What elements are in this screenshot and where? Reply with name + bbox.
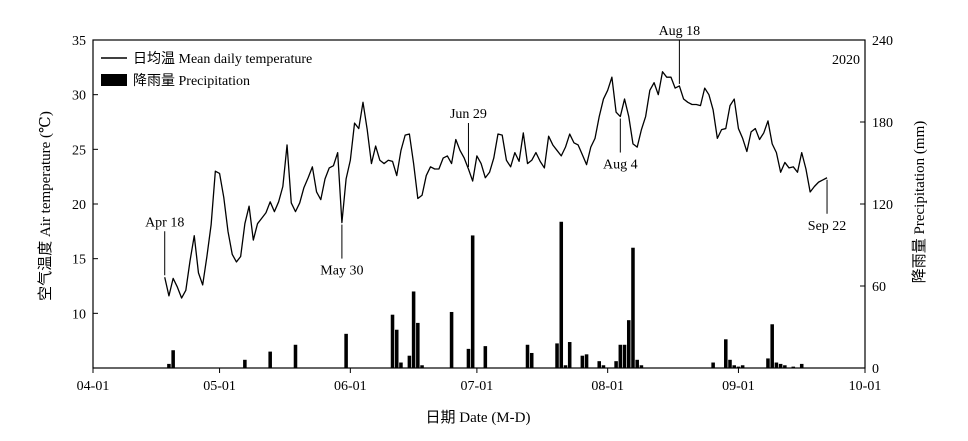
precipitation-bar bbox=[563, 365, 568, 368]
axes: 04-01 05-01 06-01 07-01 08-01 09-01 10-01 10 15 2… bbox=[72, 34, 893, 394]
precipitation-bar bbox=[622, 344, 627, 368]
legend-label: 日均温 Mean daily temperature bbox=[133, 51, 312, 67]
y-left-tick-label: 20 bbox=[72, 198, 86, 213]
plot-frame bbox=[92, 39, 866, 369]
annotation-label: Jun 29 bbox=[450, 107, 487, 122]
precipitation-bar bbox=[618, 344, 623, 368]
annotation-label: Sep 22 bbox=[808, 219, 847, 234]
y-right-tick-label: 120 bbox=[872, 198, 893, 213]
y-right-tick-label: 180 bbox=[872, 116, 893, 131]
annotation-label: Aug 18 bbox=[659, 24, 701, 39]
precipitation-bars bbox=[167, 221, 804, 368]
precipitation-bar bbox=[411, 291, 416, 368]
x-tick-label: 04-01 bbox=[77, 379, 110, 394]
y-axis-title-left: 空气温度 Air temperature (℃) bbox=[37, 111, 54, 301]
x-tick-label: 09-01 bbox=[722, 379, 755, 394]
precipitation-bar bbox=[631, 247, 635, 368]
precipitation-bar bbox=[626, 320, 631, 368]
y-left-tick-label: 35 bbox=[72, 34, 86, 49]
precipitation-bar bbox=[783, 365, 787, 368]
precipitation-bar bbox=[293, 344, 298, 368]
precipitation-bar bbox=[470, 235, 475, 368]
y-right-tick-label: 60 bbox=[872, 280, 886, 295]
legend-bar-swatch bbox=[101, 74, 127, 86]
precipitation-bar bbox=[732, 365, 736, 368]
precipitation-bar bbox=[399, 362, 403, 368]
precipitation-bar bbox=[466, 348, 471, 368]
x-tick-label: 05-01 bbox=[203, 379, 236, 394]
precipitation-bar bbox=[774, 362, 779, 368]
annotation-label: Apr 18 bbox=[145, 215, 184, 230]
precipitation-bar bbox=[584, 354, 589, 368]
precipitation-bar bbox=[390, 314, 395, 368]
y-left-tick-label: 25 bbox=[72, 143, 86, 158]
precipitation-bar bbox=[171, 350, 175, 368]
precipitation-bar bbox=[394, 329, 399, 368]
precipitation-bar bbox=[420, 365, 424, 368]
precipitation-bar bbox=[639, 365, 644, 368]
precipitation-bar bbox=[736, 366, 741, 368]
precipitation-bar bbox=[555, 343, 559, 368]
y-right-tick-label: 240 bbox=[872, 34, 893, 49]
precipitation-bar bbox=[601, 365, 606, 368]
precipitation-bar bbox=[580, 355, 585, 368]
precipitation-bar bbox=[407, 355, 412, 368]
y-right-tick-label: 0 bbox=[872, 362, 879, 377]
precipitation-bar bbox=[559, 221, 564, 368]
x-tick-label: 07-01 bbox=[461, 379, 494, 394]
precipitation-bar bbox=[740, 365, 745, 368]
precipitation-bar bbox=[799, 363, 804, 368]
precipitation-bar bbox=[635, 359, 639, 368]
legend: 日均温 Mean daily temperature 降雨量 Precipitat… bbox=[101, 51, 312, 89]
precipitation-bar bbox=[766, 358, 770, 368]
precipitation-bar bbox=[529, 352, 534, 368]
precipitation-bar bbox=[614, 361, 618, 368]
precipitation-bar bbox=[167, 363, 171, 368]
precipitation-bar bbox=[778, 363, 783, 368]
precipitation-bar bbox=[597, 361, 601, 368]
x-tick-label: 08-01 bbox=[591, 379, 624, 394]
precipitation-bar bbox=[483, 346, 488, 368]
temperature-line bbox=[164, 71, 828, 299]
precipitation-bar bbox=[791, 366, 796, 368]
y-axis-title-right: 降雨量 Precipitation (mm) bbox=[911, 121, 928, 283]
x-axis-title: 日期 Date (M-D) bbox=[426, 409, 531, 426]
precipitation-bar bbox=[567, 342, 572, 368]
legend-label: 降雨量 Precipitation bbox=[133, 73, 250, 89]
precipitation-bar bbox=[525, 344, 530, 368]
precipitation-bar bbox=[724, 339, 728, 368]
precipitation-bar bbox=[728, 359, 732, 368]
precipitation-bar bbox=[770, 324, 774, 368]
x-tick-label: 10-01 bbox=[849, 379, 882, 394]
precipitation-bar bbox=[416, 322, 420, 368]
precipitation-bar bbox=[268, 351, 272, 368]
precipitation-bar bbox=[711, 362, 715, 368]
year-label: 2020 bbox=[832, 53, 860, 68]
y-left-tick-label: 10 bbox=[72, 307, 86, 322]
precipitation-bar bbox=[243, 359, 247, 368]
precipitation-bar bbox=[449, 311, 454, 368]
annotation-label: Aug 4 bbox=[603, 158, 638, 173]
y-left-tick-label: 15 bbox=[72, 253, 86, 268]
precipitation-bar bbox=[344, 333, 348, 368]
y-left-tick-label: 30 bbox=[72, 89, 86, 104]
x-tick-label: 06-01 bbox=[334, 379, 367, 394]
temperature-line-group bbox=[164, 71, 828, 299]
annotation-label: May 30 bbox=[320, 264, 363, 279]
annotations: Apr 18 May 30 Jun 29 Aug 4 Aug 18 Sep 22 bbox=[145, 24, 846, 279]
